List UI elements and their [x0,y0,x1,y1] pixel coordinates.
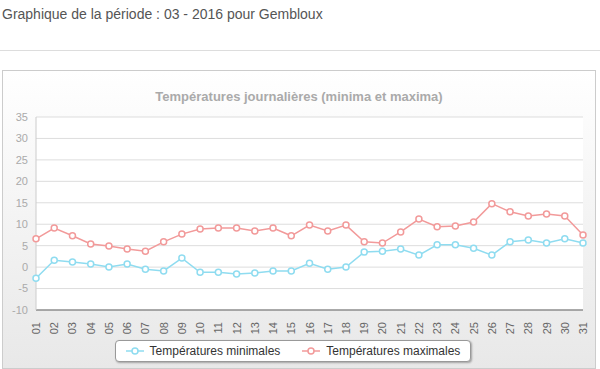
html-text:Températures minimales: Températures minimales [149,344,281,358]
svg-text:31: 31 [577,322,589,334]
svg-text:04: 04 [85,322,97,334]
svg-text:07: 07 [139,322,151,334]
svg-text:20: 20 [376,322,388,334]
svg-text:16: 16 [304,322,316,334]
svg-text:12: 12 [231,322,243,334]
svg-text:15: 15 [285,322,297,334]
svg-text:17: 17 [322,322,334,334]
html-text:Températures journalières (min: Températures journalières (minima et max… [155,89,443,104]
svg-text:25: 25 [468,322,480,334]
svg-text:27: 27 [504,322,516,334]
svg-text:0: 0 [22,261,28,273]
svg-text:13: 13 [249,322,261,334]
svg-text:25: 25 [16,154,28,166]
svg-text:14: 14 [267,322,279,334]
svg-text:21: 21 [395,322,407,334]
svg-text:-5: -5 [18,282,28,294]
svg-text:15: 15 [16,197,28,209]
svg-text:30: 30 [16,132,28,144]
svg-text:22: 22 [413,322,425,334]
svg-text:24: 24 [449,322,461,334]
svg-text:26: 26 [486,322,498,334]
svg-text:05: 05 [103,322,115,334]
svg-text:19: 19 [358,322,370,334]
svg-text:02: 02 [48,322,60,334]
svg-text:08: 08 [158,322,170,334]
svg-text:10: 10 [194,322,206,334]
svg-text:-10: -10 [12,304,28,316]
svg-text:09: 09 [176,322,188,334]
svg-text:5: 5 [22,240,28,252]
svg-text:29: 29 [541,322,553,334]
svg-text:30: 30 [559,322,571,334]
svg-text:18: 18 [340,322,352,334]
svg-text:01: 01 [30,322,42,334]
svg-text:20: 20 [16,175,28,187]
svg-text:11: 11 [212,322,224,333]
svg-text:28: 28 [522,322,534,334]
svg-text:23: 23 [431,322,443,334]
svg-text:06: 06 [121,322,133,334]
html-text:Températures maximales: Températures maximales [326,344,461,358]
svg-text:35: 35 [16,111,28,123]
svg-text:03: 03 [66,322,78,334]
svg-text:10: 10 [16,218,28,230]
html-text:Graphique de la période : 03 -: Graphique de la période : 03 - 2016 pour… [2,6,323,22]
